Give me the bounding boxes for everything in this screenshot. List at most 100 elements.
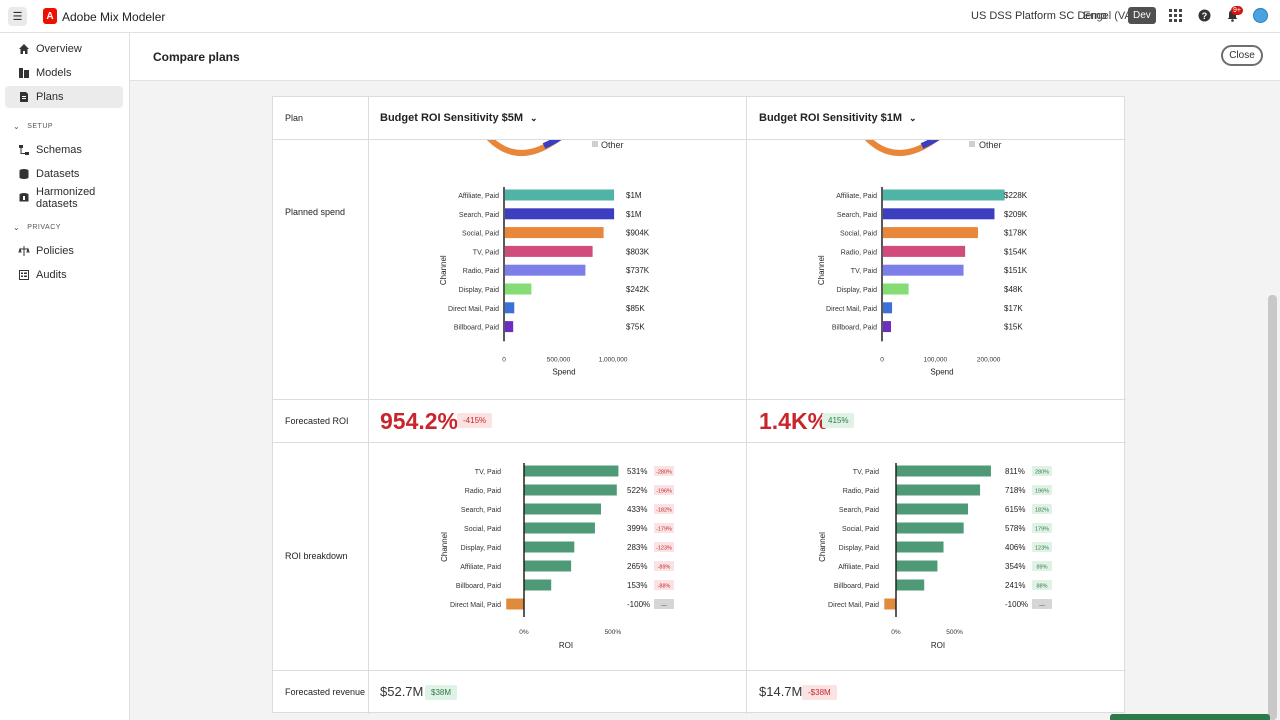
sidebar-item-policies[interactable]: Policies	[5, 240, 123, 262]
delta-badge	[1032, 504, 1052, 514]
tick-label: 0%	[519, 629, 529, 636]
tick-label: Direct Mail, Paid	[448, 306, 499, 313]
adobe-logo: A	[43, 8, 57, 24]
delta-label: 123%	[1035, 546, 1049, 552]
tick-label: Display, Paid	[461, 545, 501, 552]
revenue-delta-badge: $38M	[425, 685, 458, 700]
svg-text:?: ?	[1201, 11, 1207, 21]
delta-label: -88%	[658, 584, 671, 590]
data-label: $737K	[626, 266, 650, 275]
plan-name: Budget ROI Sensitivity $1M	[759, 112, 903, 124]
sidebar-item-label: Harmonized datasets	[36, 186, 96, 210]
bar	[896, 522, 964, 534]
sidebar-item-plans[interactable]: Plans	[5, 86, 123, 108]
y-axis-label: Channel	[440, 532, 449, 562]
sidebar-item-datasets[interactable]: Datasets	[5, 163, 123, 185]
apps-grid-icon[interactable]	[1168, 9, 1182, 23]
row-label-roi-breakdown: ROI breakdown	[285, 551, 348, 561]
chevron-down-icon: ⌄	[13, 122, 21, 131]
sidebar-item-overview[interactable]: Overview	[5, 38, 123, 60]
sidebar-item-label: Policies	[36, 245, 74, 257]
data-label: $154K	[1004, 247, 1028, 256]
help-icon[interactable]: ?	[1197, 9, 1211, 23]
scrollbar[interactable]	[1268, 295, 1277, 720]
delta-label: —	[1039, 603, 1045, 609]
bar	[505, 264, 586, 276]
tick-label: TV, Paid	[853, 469, 879, 476]
data-label: 265%	[627, 562, 647, 571]
bar	[524, 465, 619, 477]
y-axis-label: Channel	[439, 255, 448, 285]
data-label: 531%	[627, 467, 647, 476]
x-axis-label: ROI	[559, 641, 573, 650]
tick-label: 0	[502, 356, 506, 363]
sidebar-item-label: Schemas	[36, 144, 82, 156]
data-label: $178K	[1004, 229, 1028, 238]
tick-label: 0	[880, 356, 884, 363]
bar	[505, 208, 615, 220]
bar	[896, 541, 944, 553]
sidebar-item-audits[interactable]: Audits	[5, 264, 123, 286]
harmonized-icon	[18, 192, 30, 204]
bar	[505, 245, 593, 257]
plans-icon	[18, 91, 30, 103]
delta-badge	[1032, 485, 1052, 495]
bar	[884, 598, 896, 610]
delta-badge	[1032, 561, 1052, 571]
bar	[896, 560, 938, 572]
delta-label: -280%	[656, 470, 672, 476]
bar	[505, 189, 615, 201]
data-label: $17K	[1004, 304, 1023, 313]
bar	[524, 522, 595, 534]
tick-label: Affiliate, Paid	[458, 193, 499, 200]
delta-badge	[1032, 542, 1052, 552]
tick-label: 500,000	[547, 356, 571, 363]
bar	[883, 208, 995, 220]
revenue-delta-badge: -$38M	[802, 685, 837, 700]
tick-label: 200,000	[977, 356, 1001, 363]
data-label: 399%	[627, 524, 647, 533]
section-privacy[interactable]: ⌄ PRIVACY	[13, 223, 61, 232]
app-title[interactable]: Adobe Mix Modeler	[62, 10, 166, 24]
data-label: $75K	[626, 323, 645, 332]
org-switcher[interactable]: US DSS Platform SC Demo	[971, 10, 1107, 22]
notification-count: 9+	[1231, 6, 1243, 15]
y-axis-label: Channel	[817, 255, 826, 285]
audits-icon	[18, 269, 30, 281]
tick-label: Display, Paid	[837, 287, 877, 294]
tick-label: Radio, Paid	[843, 488, 879, 495]
data-label: 718%	[1005, 486, 1025, 495]
row-label-forecasted-revenue: Forecasted revenue	[285, 687, 366, 697]
tick-label: 500%	[605, 629, 622, 636]
compare-table: Plan Planned spend Forecasted ROI ROI br…	[272, 96, 1126, 714]
plan-select-1[interactable]: Budget ROI Sensitivity $5M ⌄	[380, 112, 538, 124]
sidebar-item-models[interactable]: Models	[5, 62, 123, 84]
close-button[interactable]: Close	[1221, 45, 1263, 66]
tick-label: Radio, Paid	[841, 249, 877, 256]
sidebar-item-label: Audits	[36, 269, 67, 281]
tick-label: Direct Mail, Paid	[450, 602, 501, 609]
delta-label: 182%	[1035, 508, 1049, 514]
delta-badge	[654, 466, 674, 476]
delta-label: -196%	[656, 489, 672, 495]
plan-select-2[interactable]: Budget ROI Sensitivity $1M ⌄	[759, 112, 917, 124]
roi-delta-badge: -415%	[457, 413, 493, 428]
sidebar-item-schemas[interactable]: Schemas	[5, 139, 123, 161]
forecasted-revenue-value: $52.7M	[380, 684, 424, 699]
section-setup[interactable]: ⌄ SETUP	[13, 122, 53, 131]
tick-label: Affiliate, Paid	[836, 193, 877, 200]
delta-badge	[1032, 523, 1052, 533]
bar	[883, 245, 966, 257]
tick-label: TV, Paid	[475, 469, 501, 476]
hamburger-menu-icon[interactable]: ☰	[8, 7, 27, 26]
user-name[interactable]: Engel (VA7)	[1083, 10, 1142, 22]
tick-label: 1,000,000	[599, 356, 628, 363]
tick-label: Social, Paid	[462, 231, 499, 238]
data-label: $803K	[626, 247, 650, 256]
toast-edge	[1110, 714, 1270, 720]
data-label: 811%	[1005, 467, 1025, 476]
delta-badge	[654, 599, 674, 609]
x-axis-label: Spend	[930, 367, 953, 376]
avatar[interactable]	[1253, 8, 1268, 23]
sidebar-item-harmonized-datasets[interactable]: Harmonized datasets	[5, 186, 123, 210]
